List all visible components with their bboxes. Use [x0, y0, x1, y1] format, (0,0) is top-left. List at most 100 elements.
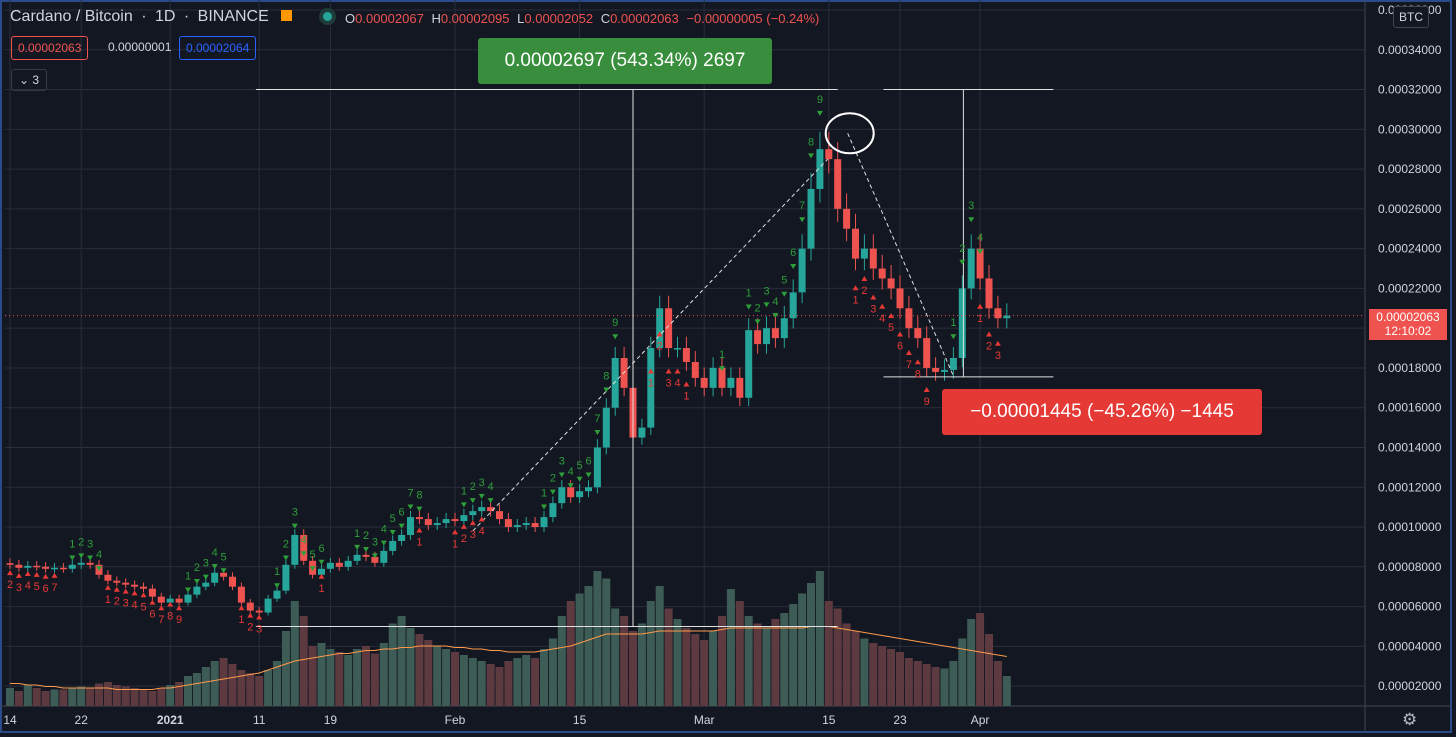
td-red-arrow: [158, 605, 165, 611]
td-green-count: 4: [301, 534, 307, 546]
candle: [593, 447, 601, 488]
price-tick-label: 0.00004000: [1378, 639, 1442, 653]
indicators-toggle[interactable]: ⌄ 3: [11, 69, 47, 91]
td-green-arrow: [799, 217, 806, 223]
volume-bar: [32, 688, 41, 706]
symbol-name[interactable]: Cardano / Bitcoin: [10, 8, 133, 25]
fall-measure-label: −0.00001445 (−45.26%) −1445: [942, 389, 1262, 435]
td-red-count: 3: [666, 378, 672, 390]
volume-bar: [290, 601, 299, 706]
measure-lines: [255, 89, 1054, 627]
td-green-count: 4: [772, 296, 778, 308]
candle: [6, 563, 14, 565]
td-green-arrow: [211, 564, 218, 570]
volume-bar: [611, 608, 620, 706]
td-red-arrow: [879, 303, 886, 309]
candle: [869, 248, 877, 269]
candle: [389, 540, 397, 551]
volume-bar: [299, 616, 308, 706]
td-red-arrow: [478, 516, 485, 522]
td-red-count: 4: [25, 580, 31, 592]
indicator-count: 3: [32, 73, 40, 87]
market-status-icon[interactable]: [322, 12, 332, 21]
candle: [131, 584, 139, 587]
candle: [415, 517, 423, 520]
volume-bars: [6, 571, 1011, 706]
td-green-count: 4: [488, 481, 494, 493]
sell-button[interactable]: 0.00002063: [11, 36, 89, 60]
td-red-arrow: [416, 527, 423, 533]
candle: [175, 598, 183, 603]
td-green-arrow: [220, 568, 227, 574]
td-green-count: 5: [781, 275, 787, 287]
td-green-arrow: [478, 493, 485, 499]
interval-label[interactable]: 1D: [154, 8, 176, 25]
volume-bar: [281, 631, 290, 706]
volume-bar: [353, 649, 362, 706]
td-red-count: 2: [986, 341, 992, 353]
bookmark-icon[interactable]: [281, 10, 293, 21]
td-green-count: 3: [479, 477, 485, 489]
volume-bar: [682, 628, 691, 706]
candle: [362, 554, 370, 557]
td-red-arrow: [647, 368, 654, 374]
td-red-arrow: [149, 599, 156, 605]
td-red-count: 5: [34, 581, 40, 593]
volume-bar: [540, 649, 548, 706]
td-green-count: 1: [69, 539, 75, 551]
candle: [567, 487, 575, 498]
td-red-count: 1: [238, 614, 244, 626]
td-red-arrow: [256, 614, 263, 620]
candle: [264, 598, 272, 613]
volume-bar: [308, 646, 317, 706]
gear-icon[interactable]: ⚙: [1402, 710, 1418, 729]
volume-bar: [869, 643, 878, 706]
td-red-count: 6: [149, 609, 155, 621]
td-red-count: 8: [915, 368, 921, 380]
candle: [255, 610, 263, 613]
candle: [140, 586, 147, 589]
volume-bar: [184, 676, 192, 706]
symbol-title[interactable]: Cardano / Bitcoin · 1D · BINANCE: [10, 8, 332, 26]
td-green-count: 1: [274, 566, 280, 578]
open-value: 0.00002067: [355, 11, 424, 26]
td-red-arrow: [104, 584, 111, 590]
volume-bar: [370, 653, 379, 706]
volume-bar: [459, 655, 468, 706]
td-green-arrow: [96, 566, 102, 572]
td-green-arrow: [469, 498, 476, 504]
td-green-arrow: [354, 544, 361, 550]
td-green-count: 4: [96, 549, 102, 561]
td-green-count: 1: [719, 349, 725, 361]
td-red-count: 2: [7, 579, 13, 591]
td-green-arrow: [185, 587, 191, 593]
volume-bar: [664, 608, 673, 706]
buy-button[interactable]: 0.00002064: [179, 36, 257, 60]
td-green-count: 3: [203, 558, 209, 570]
td-red-arrow: [897, 331, 903, 337]
td-green-arrow: [549, 489, 556, 495]
td-green-arrow: [407, 504, 414, 510]
td-green-count: 2: [283, 539, 289, 551]
candle: [59, 567, 67, 570]
td-green-arrow: [594, 429, 601, 435]
td-green-count: 5: [221, 551, 227, 563]
td-green-count: 8: [808, 136, 814, 148]
volume-bar: [148, 691, 157, 706]
td-red-arrow: [460, 523, 467, 529]
td-red-count: 4: [479, 525, 485, 537]
candle: [682, 348, 690, 362]
candle: [371, 556, 379, 563]
volume-bar: [637, 623, 646, 706]
ohlc-values: O0.00002067 H0.00002095 L0.00002052 C0.0…: [345, 11, 820, 26]
candle: [816, 149, 824, 189]
candle: [887, 278, 895, 289]
td-red-count: 4: [132, 599, 138, 611]
candle: [798, 248, 806, 293]
candle: [905, 308, 913, 329]
low-value: 0.00002052: [524, 11, 594, 26]
currency-badge[interactable]: BTC: [1393, 6, 1429, 28]
candle: [344, 560, 352, 567]
